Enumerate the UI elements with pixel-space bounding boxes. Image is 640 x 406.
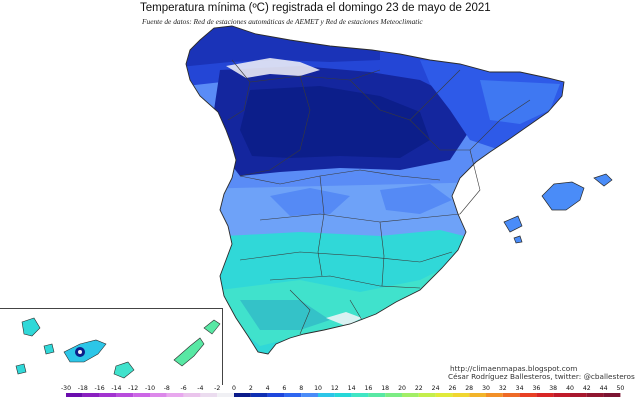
colorbar-swatch [301, 393, 318, 397]
colorbar-swatch [536, 393, 554, 397]
colorbar-tick-label: 0 [232, 385, 236, 392]
colorbar-tick-label: 32 [498, 385, 507, 392]
colorbar-swatch [267, 393, 285, 397]
island-el-hierro [15, 363, 27, 375]
colorbar-tick-label: 10 [314, 385, 322, 392]
colorbar-swatch [66, 393, 83, 397]
colorbar-tick-label: 42 [582, 385, 591, 392]
colorbar-swatch [402, 393, 419, 397]
canary-islands-inset [15, 317, 221, 379]
colorbar-tick-label: 6 [282, 385, 287, 392]
colorbar-tick-label: 28 [465, 385, 474, 392]
colorbar-swatch [385, 393, 402, 397]
colorbar-tick-label: -10 [144, 385, 156, 392]
colorbar-swatch [502, 393, 520, 397]
colorbar-swatch [82, 393, 100, 397]
colorbar-swatch [603, 393, 621, 397]
colorbar-tick-label: 30 [482, 385, 490, 392]
colorbar-tick-label: 24 [431, 385, 440, 392]
colorbar-tick-label: -30 [60, 385, 72, 392]
colorbar-swatch [234, 393, 251, 397]
colorbar-swatch [368, 393, 386, 397]
colorbar-swatch [553, 393, 570, 397]
colorbar-swatch [166, 393, 184, 397]
island-lanzarote [203, 319, 221, 335]
island-mallorca [541, 181, 585, 211]
colorbar-tick-label: 26 [448, 385, 457, 392]
colorbar-tick-label: -12 [128, 385, 139, 392]
canary-inset-frame [0, 308, 223, 385]
colorbar-swatch [116, 393, 134, 397]
colorbar-tick-label: 44 [599, 385, 608, 392]
colorbar-swatch [183, 393, 201, 397]
colorbar-swatch [334, 393, 352, 397]
colorbar-tick-label: 36 [532, 385, 541, 392]
colorbar-tick-label: 12 [330, 385, 339, 392]
colorbar-swatch [150, 393, 167, 397]
balearic-islands [503, 173, 613, 244]
temperature-map [15, 25, 613, 379]
colorbar-swatch [284, 393, 302, 397]
colorbar-tick-label: -18 [77, 385, 88, 392]
island-fuerteventura [173, 337, 205, 367]
colorbar-swatch [99, 393, 117, 397]
temperature-colorbar [66, 393, 621, 397]
colorbar-swatch [200, 393, 218, 397]
colorbar-swatch [519, 393, 537, 397]
colorbar-tick-label: -14 [111, 385, 122, 392]
colorbar-swatch [486, 393, 503, 397]
colorbar-tick-label: -4 [197, 385, 204, 392]
colorbar-swatch [217, 393, 234, 397]
colorbar-tick-label: 16 [364, 385, 373, 392]
colorbar-swatch [586, 393, 604, 397]
colorbar-swatch [133, 393, 150, 397]
colorbar-tick-label: 14 [347, 385, 356, 392]
island-la-palma [21, 317, 41, 337]
island-formentera [513, 235, 523, 244]
island-la-gomera [43, 343, 55, 355]
author-credit: César Rodríguez Ballesteros, twitter: @c… [448, 372, 635, 381]
island-tenerife [63, 339, 107, 363]
colorbar-tick-label: 34 [515, 385, 524, 392]
colorbar-tick-label: 2 [248, 385, 253, 392]
colorbar-tick-label: 4 [265, 385, 270, 392]
colorbar-tick-label: 50 [616, 385, 625, 392]
colorbar-swatch [570, 393, 587, 397]
map-subtitle: Fuente de datos: Red de estaciones autom… [142, 17, 423, 26]
colorbar-tick-label: 40 [566, 385, 574, 392]
island-menorca [593, 173, 613, 187]
colorbar-tick-label: 38 [549, 385, 558, 392]
blog-url[interactable]: http://climaenmapas.blogspot.com [450, 364, 578, 373]
colorbar-tick-label: -6 [180, 385, 187, 392]
colorbar-swatch [452, 393, 470, 397]
colorbar-tick-label: -16 [94, 385, 105, 392]
colorbar-tick-label: 22 [414, 385, 423, 392]
map-title: Temperatura mínima (ºC) registrada el do… [140, 2, 491, 14]
colorbar-swatch [469, 393, 486, 397]
colorbar-tick-label: 18 [381, 385, 390, 392]
island-ibiza [503, 215, 523, 233]
colorbar-swatch [435, 393, 453, 397]
colorbar-swatch [351, 393, 369, 397]
colorbar-tick-label: -8 [163, 385, 170, 392]
regional-borders [227, 59, 531, 335]
colorbar-swatch [318, 393, 335, 397]
colorbar-tick-label: 20 [398, 385, 406, 392]
colorbar-swatch [418, 393, 436, 397]
colorbar-tick-label: 8 [299, 385, 304, 392]
teide-peak [78, 350, 82, 354]
colorbar-tick-label: -2 [214, 385, 221, 392]
island-gran-canaria [113, 361, 135, 379]
colorbar-swatch [250, 393, 268, 397]
